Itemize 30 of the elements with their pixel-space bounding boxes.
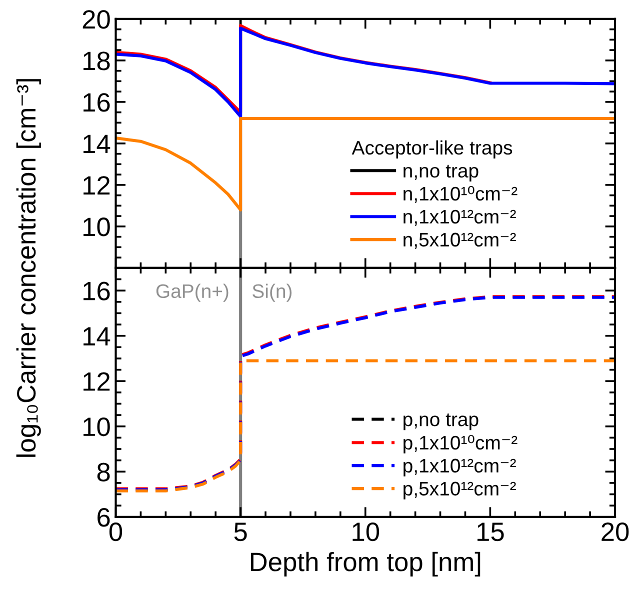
legend-label: n,1x10¹⁰cm⁻² bbox=[404, 186, 518, 203]
annotation: Si(n) bbox=[252, 284, 292, 302]
y-tick-label: 10 bbox=[84, 218, 110, 236]
x-tick-label: 5 bbox=[234, 522, 247, 542]
legend-title: Acceptor-like traps bbox=[352, 140, 512, 158]
x-tick-label: 15 bbox=[478, 522, 504, 542]
legend-label: p,no trap bbox=[404, 414, 478, 430]
annotation: GaP(n+) bbox=[156, 284, 228, 302]
y-axis-title: log₁₀Carrier concentration [cm⁻³] bbox=[16, 79, 41, 457]
y-tick-label: 10 bbox=[84, 418, 110, 436]
y-tick-label: 8 bbox=[97, 462, 110, 482]
legend-label: n,5x10¹²cm⁻² bbox=[404, 232, 516, 249]
legend-label: n,no trap bbox=[404, 164, 478, 182]
legend-label: p,1x10¹²cm⁻² bbox=[404, 458, 516, 476]
y-tick-label: 6 bbox=[98, 508, 110, 527]
y-tick-label: 12 bbox=[84, 176, 110, 194]
y-tick-label: 16 bbox=[84, 93, 110, 112]
legend-label: n,1x10¹²cm⁻² bbox=[404, 210, 516, 226]
legend-label: p,1x10¹⁰cm⁻² bbox=[404, 434, 518, 454]
x-tick-label: 0 bbox=[109, 522, 122, 542]
legend-label: p,5x10¹²cm⁻² bbox=[404, 482, 516, 500]
y-tick-label: 14 bbox=[84, 327, 110, 346]
y-tick-label: 16 bbox=[84, 282, 110, 300]
x-tick-label: 10 bbox=[352, 522, 380, 542]
x-axis-title: Depth from top [nm] bbox=[250, 552, 480, 577]
y-tick-label: 14 bbox=[84, 134, 110, 153]
y-tick-label: 20 bbox=[82, 10, 110, 29]
y-tick-label: 12 bbox=[84, 372, 110, 391]
x-tick-label: 20 bbox=[602, 522, 629, 542]
y-tick-label: 18 bbox=[84, 52, 110, 70]
